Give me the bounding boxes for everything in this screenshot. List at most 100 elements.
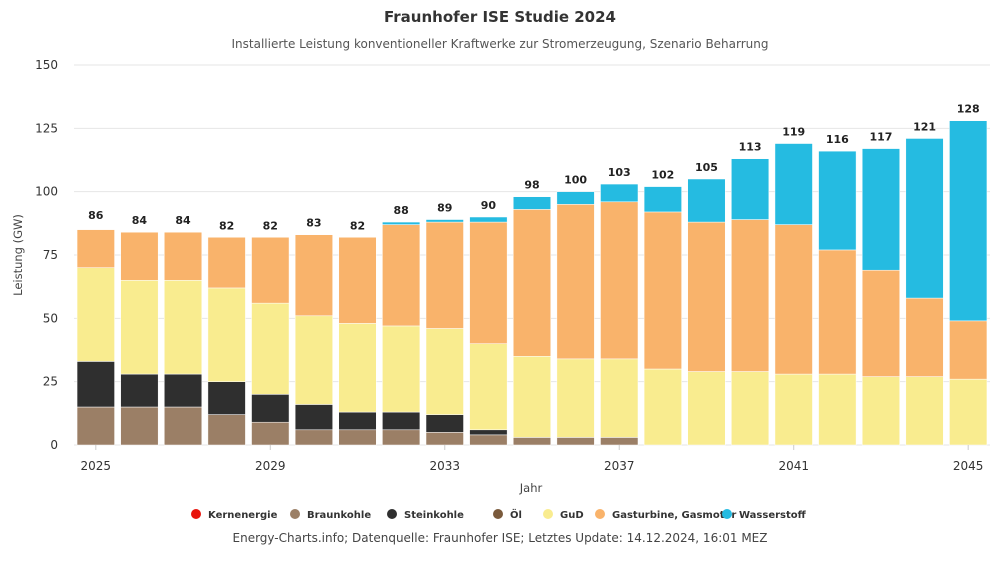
bar-segment-2040-4[interactable] bbox=[731, 371, 770, 446]
bar-segment-2032-4[interactable] bbox=[382, 325, 421, 413]
bar-segment-2029-4[interactable] bbox=[251, 302, 290, 395]
bar-segment-2026-5[interactable] bbox=[120, 231, 159, 281]
bar-segment-2028-1[interactable] bbox=[207, 414, 246, 446]
bar-segment-2043-4[interactable] bbox=[861, 376, 900, 446]
bar-segment-2031-2[interactable] bbox=[338, 411, 377, 431]
bar-segment-2045-5[interactable] bbox=[949, 320, 988, 380]
bar-segment-2033-2[interactable] bbox=[425, 414, 464, 433]
bar-segment-2025-4[interactable] bbox=[76, 267, 115, 362]
bar-segment-2041-5[interactable] bbox=[774, 224, 813, 375]
bar-segment-2031-5[interactable] bbox=[338, 237, 377, 324]
bar-stack-2031[interactable] bbox=[338, 237, 377, 446]
bar-segment-2044-5[interactable] bbox=[905, 297, 944, 377]
bar-stack-2025[interactable] bbox=[76, 229, 115, 446]
bar-segment-2037-5[interactable] bbox=[600, 201, 639, 360]
bar-segment-2035-5[interactable] bbox=[512, 209, 552, 357]
bar-stack-2045[interactable] bbox=[949, 120, 988, 446]
bar-segment-2033-5[interactable] bbox=[425, 221, 464, 329]
bar-stack-2028[interactable] bbox=[207, 237, 246, 446]
bar-segment-2042-6[interactable] bbox=[818, 150, 857, 251]
bar-segment-2034-1[interactable] bbox=[469, 434, 508, 446]
bar-segment-2036-4[interactable] bbox=[556, 358, 595, 438]
bar-segment-2041-6[interactable] bbox=[774, 143, 813, 225]
bar-stack-2035[interactable] bbox=[512, 196, 552, 446]
bar-segment-2038-4[interactable] bbox=[643, 368, 682, 446]
legend-item-6[interactable]: Wasserstoff bbox=[722, 509, 807, 521]
bar-stack-2042[interactable] bbox=[818, 150, 857, 446]
legend-item-2[interactable]: Steinkohle bbox=[387, 509, 464, 521]
bar-segment-2033-4[interactable] bbox=[425, 328, 464, 415]
bar-segment-2039-5[interactable] bbox=[687, 221, 726, 372]
bar-segment-2035-6[interactable] bbox=[512, 196, 552, 210]
bar-stack-2040[interactable] bbox=[731, 158, 770, 446]
bar-segment-2045-6[interactable] bbox=[949, 120, 988, 322]
bar-segment-2034-2[interactable] bbox=[469, 429, 508, 436]
bar-stack-2027[interactable] bbox=[164, 231, 203, 446]
bar-segment-2027-5[interactable] bbox=[164, 231, 203, 281]
bar-segment-2029-5[interactable] bbox=[251, 237, 290, 304]
bar-segment-2041-4[interactable] bbox=[774, 373, 813, 446]
bar-stack-2032[interactable] bbox=[382, 221, 421, 446]
bar-segment-2039-4[interactable] bbox=[687, 371, 726, 446]
bar-stack-2039[interactable] bbox=[687, 178, 726, 446]
bar-segment-2038-5[interactable] bbox=[643, 211, 682, 370]
bar-segment-2035-1[interactable] bbox=[512, 437, 552, 446]
bar-segment-2028-2[interactable] bbox=[207, 381, 246, 415]
bar-segment-2033-6[interactable] bbox=[425, 219, 464, 223]
bar-segment-2032-2[interactable] bbox=[382, 411, 421, 431]
bar-segment-2030-1[interactable] bbox=[294, 429, 333, 446]
bar-segment-2037-6[interactable] bbox=[600, 183, 639, 203]
bar-segment-2029-2[interactable] bbox=[251, 394, 290, 423]
bar-stack-2029[interactable] bbox=[251, 237, 290, 446]
bar-segment-2036-5[interactable] bbox=[556, 204, 595, 360]
bar-segment-2038-6[interactable] bbox=[643, 186, 682, 213]
bar-segment-2033-1[interactable] bbox=[425, 432, 464, 446]
legend-item-1[interactable]: Braunkohle bbox=[290, 509, 371, 521]
bar-segment-2044-6[interactable] bbox=[905, 138, 944, 299]
bar-segment-2039-6[interactable] bbox=[687, 178, 726, 223]
bar-segment-2030-5[interactable] bbox=[294, 234, 333, 317]
bar-segment-2032-1[interactable] bbox=[382, 429, 421, 446]
bar-segment-2030-2[interactable] bbox=[294, 404, 333, 431]
bar-segment-2026-1[interactable] bbox=[120, 406, 159, 446]
bar-segment-2031-1[interactable] bbox=[338, 429, 377, 446]
bar-stack-2030[interactable] bbox=[294, 234, 333, 446]
bar-segment-2025-5[interactable] bbox=[76, 229, 115, 268]
bar-stack-2033[interactable] bbox=[425, 219, 464, 446]
bar-segment-2026-2[interactable] bbox=[120, 373, 159, 408]
bar-segment-2037-4[interactable] bbox=[600, 358, 639, 438]
bar-stack-2043[interactable] bbox=[861, 148, 900, 446]
bar-stack-2041[interactable] bbox=[774, 143, 813, 446]
bar-segment-2036-6[interactable] bbox=[556, 191, 595, 205]
bar-segment-2042-4[interactable] bbox=[818, 373, 857, 446]
bar-segment-2032-6[interactable] bbox=[382, 221, 421, 225]
bar-segment-2028-4[interactable] bbox=[207, 287, 246, 382]
bar-segment-2025-2[interactable] bbox=[76, 361, 115, 408]
bar-segment-2034-6[interactable] bbox=[469, 216, 508, 223]
bar-stack-2038[interactable] bbox=[643, 186, 682, 446]
bar-segment-2027-4[interactable] bbox=[164, 280, 203, 375]
bar-segment-2027-2[interactable] bbox=[164, 373, 203, 408]
bar-segment-2042-5[interactable] bbox=[818, 249, 857, 375]
bar-segment-2027-1[interactable] bbox=[164, 406, 203, 446]
bar-segment-2025-1[interactable] bbox=[76, 406, 115, 446]
bar-segment-2040-5[interactable] bbox=[731, 219, 770, 372]
credits-text[interactable]: Energy-Charts.info; Datenquelle: Fraunho… bbox=[233, 531, 768, 545]
bar-segment-2043-5[interactable] bbox=[861, 269, 900, 377]
bar-stack-2026[interactable] bbox=[120, 231, 159, 446]
bar-segment-2030-4[interactable] bbox=[294, 315, 333, 405]
bar-segment-2045-4[interactable] bbox=[949, 378, 988, 446]
bar-stack-2037[interactable] bbox=[600, 183, 639, 446]
bar-segment-2034-4[interactable] bbox=[469, 343, 508, 431]
legend-item-5[interactable]: Gasturbine, Gasmotor bbox=[595, 509, 736, 521]
bar-segment-2028-5[interactable] bbox=[207, 237, 246, 289]
bar-stack-2034[interactable] bbox=[469, 216, 508, 446]
bar-stack-2036[interactable] bbox=[556, 191, 595, 446]
bar-segment-2040-6[interactable] bbox=[731, 158, 770, 220]
bar-segment-2031-4[interactable] bbox=[338, 323, 377, 413]
bar-segment-2044-4[interactable] bbox=[905, 376, 944, 446]
legend-item-0[interactable]: Kernenergie bbox=[191, 509, 278, 521]
bar-segment-2026-4[interactable] bbox=[120, 280, 159, 375]
bar-segment-2029-1[interactable] bbox=[251, 421, 290, 446]
bar-stack-2044[interactable] bbox=[905, 138, 944, 446]
